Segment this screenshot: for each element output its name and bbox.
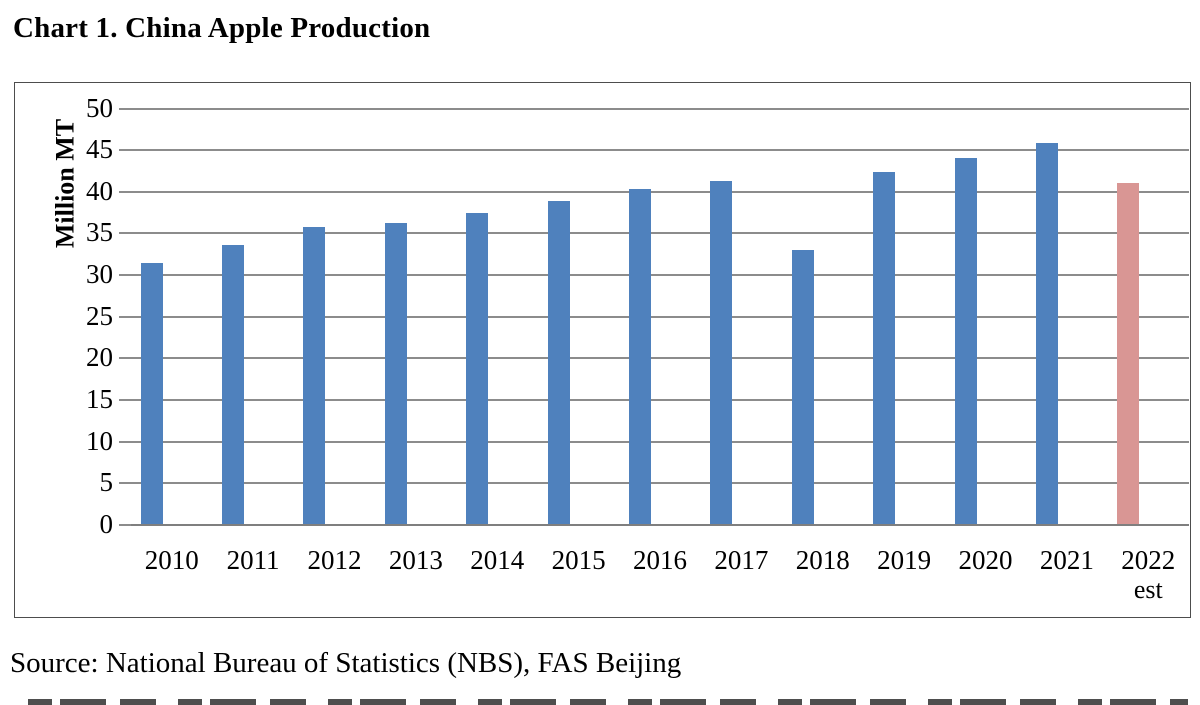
x-axis-line [131, 524, 1189, 526]
y-tick-label-45: 45 [86, 134, 113, 165]
x-tick-label-2016: 2016 [633, 545, 687, 575]
y-tick-label-0: 0 [99, 509, 114, 539]
gridline-5 [131, 482, 1189, 485]
x-tick-label-2020: 2020 [958, 545, 1013, 575]
y-tick-label-20: 20 [86, 342, 113, 373]
x-tick-label-2011: 2011 [226, 545, 280, 575]
x-tick-sublabel-est: est [1133, 575, 1163, 604]
bar-2021 [1035, 142, 1058, 525]
bar-2017 [710, 180, 733, 525]
y-axis-tick-30 [119, 274, 131, 277]
chart-title: Chart 1. China Apple Production [13, 12, 431, 44]
gridline-40 [131, 190, 1189, 193]
x-tick-label-2014: 2014 [470, 545, 525, 575]
bar-2014 [466, 213, 489, 525]
gridline-45 [131, 149, 1189, 152]
x-tick-label-2017: 2017 [714, 545, 769, 575]
bar-2022-est [1117, 183, 1140, 525]
y-axis-tick-0 [119, 524, 131, 526]
y-tick-label-10: 10 [86, 425, 113, 456]
gridline-35 [131, 232, 1189, 235]
bar-2012 [303, 226, 326, 525]
y-axis-tick-45 [119, 149, 131, 152]
gridline-50 [131, 107, 1189, 110]
y-tick-label-30: 30 [86, 259, 113, 290]
bar-2018 [791, 250, 814, 525]
y-tick-label-25: 25 [86, 300, 113, 331]
y-tick-label-40: 40 [86, 175, 113, 206]
source-note: Source: National Bureau of Statistics (N… [10, 647, 682, 679]
bar-2010 [140, 262, 163, 525]
gridline-20 [131, 357, 1189, 360]
bar-2011 [222, 245, 245, 525]
y-axis-tick-40 [119, 190, 131, 193]
gridline-25 [131, 315, 1189, 318]
y-tick-label-50: 50 [86, 92, 113, 123]
x-tick-label-2015: 2015 [551, 545, 606, 575]
x-tick-label-2018: 2018 [795, 545, 850, 575]
gridline-15 [131, 399, 1189, 402]
y-tick-label-35: 35 [86, 217, 113, 248]
x-tick-label-2010: 2010 [144, 545, 199, 575]
bar-2019 [873, 171, 896, 525]
y-axis-tick-5 [119, 482, 131, 485]
y-axis-tick-25 [119, 315, 131, 318]
y-axis-tick-15 [119, 399, 131, 402]
x-tick-label-2022: 2022 est [1103, 545, 1193, 605]
x-tick-label-2019: 2019 [877, 545, 932, 575]
bar-2013 [384, 222, 407, 525]
x-tick-label-2021: 2021 [1039, 545, 1094, 575]
bar-2020 [954, 158, 977, 525]
chart-frame: 0 5 10 15 20 25 30 35 40 45 50 Million MT 2010 2011… [14, 82, 1191, 618]
y-axis-title: Million MT [50, 118, 80, 249]
y-axis-tick-50 [119, 107, 131, 110]
y-tick-label-15: 15 [86, 384, 113, 415]
y-axis-tick-20 [119, 357, 131, 360]
x-tick-label-2012: 2012 [307, 545, 362, 575]
x-tick-label-2013: 2013 [388, 545, 443, 575]
gridline-10 [131, 440, 1189, 443]
y-tick-label-5: 5 [99, 467, 114, 498]
bar-2016 [629, 189, 651, 525]
gridline-30 [131, 274, 1189, 277]
clipped-next-text-line [28, 699, 1188, 705]
y-axis-tick-10 [119, 440, 131, 443]
y-axis-tick-35 [119, 232, 131, 235]
bar-2015 [547, 200, 570, 525]
